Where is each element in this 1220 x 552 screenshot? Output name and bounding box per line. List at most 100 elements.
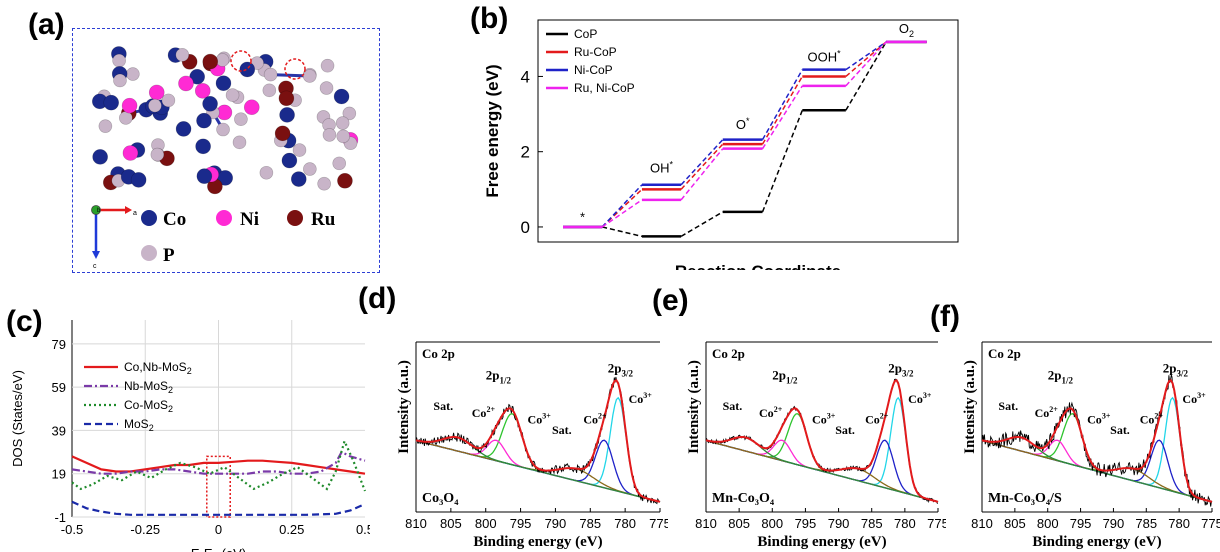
legend-label: MoS2 [124, 417, 154, 433]
panel-a-label: (a) [28, 8, 65, 41]
y-tick-label: 2 [521, 143, 530, 162]
atom [337, 172, 353, 189]
transition-line [761, 69, 803, 141]
dos-chart: -1 19 39 59 79 -0.5 -0.25 0 0.25 0.5 Co,Nb-MoS2 Nb-… [10, 320, 370, 552]
transition-line [680, 139, 724, 186]
atom [336, 129, 351, 144]
legend-co-label: Co [163, 209, 186, 230]
atom [335, 116, 350, 130]
atom [103, 94, 119, 111]
x-tick-label: 790 [1103, 516, 1125, 531]
atom [92, 149, 108, 165]
x-tick-label: 790 [828, 516, 850, 531]
x-tick-label: 810 [695, 516, 717, 531]
panel-c-label: (c) [6, 305, 43, 338]
atom [317, 176, 331, 191]
y-tick-label: 19 [52, 467, 66, 482]
atom [178, 75, 194, 92]
y-tick-label: -1 [54, 510, 66, 525]
legend-label: Co,Nb-MoS2 [124, 360, 192, 376]
element-label: Co 2p [422, 346, 455, 361]
transition-line [761, 85, 803, 150]
atom [161, 93, 176, 108]
x-tick-label: 795 [795, 516, 817, 531]
state-label: O2 [899, 21, 914, 39]
annotation-co2plus: Co2+ [865, 412, 889, 427]
y-axis-label: Intensity (a.u.) [962, 360, 978, 454]
legend-ru-label: Ru [311, 209, 336, 230]
x-tick-label: 800 [761, 516, 783, 531]
atom [333, 88, 350, 105]
annotation-co3plus: Co3+ [528, 412, 552, 427]
legend-ni-swatch [216, 210, 232, 226]
sample-label: Mn-Co₃O₄ [712, 491, 775, 506]
annotation-sat: Sat. [552, 423, 572, 437]
dos-curve [71, 450, 366, 475]
annotation-co2plus: Co2+ [583, 412, 607, 427]
plot-frame [537, 19, 959, 243]
x-tick-label: 780 [1168, 516, 1190, 531]
atom [278, 90, 295, 107]
atom [243, 99, 260, 116]
atom [216, 122, 230, 137]
y-tick-label: 79 [52, 337, 66, 352]
atom [303, 162, 317, 176]
x-tick-label: -0.25 [130, 522, 160, 537]
x-tick-label: 775 [649, 516, 668, 531]
atom [232, 135, 247, 150]
envelope-fit [705, 379, 939, 503]
sample-label: Co₃O₄ [422, 491, 459, 506]
x-axis-label: Binding energy (eV) [1032, 534, 1161, 550]
annotation-2p12: 2p1/2 [772, 367, 798, 385]
transition-line [601, 199, 643, 228]
atom [302, 69, 317, 83]
x-tick-label: 0.5 [356, 522, 370, 537]
annotation-sat: Sat. [835, 423, 855, 437]
x-axis-label: Binding energy (eV) [757, 534, 886, 550]
annotation-sat: Sat. [433, 399, 453, 413]
annotation-sat: Sat. [1110, 423, 1130, 437]
annotation-2p12: 2p1/2 [486, 367, 512, 385]
y-axis-label: DOS (States/eV) [10, 370, 25, 467]
legend-label: Ni-CoP [574, 63, 613, 77]
legend-ni-label: Ni [240, 209, 259, 230]
atom [189, 68, 205, 85]
atom [320, 58, 335, 73]
annotation-2p12: 2p1/2 [1048, 367, 1074, 385]
legend-label: Nb-MoS2 [124, 379, 173, 395]
x-tick-label: 795 [510, 516, 532, 531]
state-label: OH* [650, 159, 674, 175]
dos-curve [71, 438, 367, 492]
atom [122, 145, 139, 161]
x-tick-label: 790 [545, 516, 567, 531]
annotation-co3plus: Co3+ [629, 391, 653, 406]
atom [279, 107, 295, 123]
atom [194, 83, 211, 99]
x-tick-label: 805 [1004, 516, 1026, 531]
transition-line [601, 226, 643, 238]
xps-chart-mn-co3o4: 810 805 800 795 790 785 780 775 Binding energy (… [686, 341, 946, 550]
annotation-co3plus: Co3+ [908, 391, 932, 406]
x-tick-label: 780 [614, 516, 636, 531]
transition-line [601, 184, 643, 228]
annotation-2p32: 2p3/2 [1163, 361, 1189, 379]
y-tick-label: 39 [52, 423, 66, 438]
atom-legend: Co Ni Ru P [141, 209, 336, 266]
y-tick-label: 4 [521, 67, 530, 86]
atom [319, 81, 334, 95]
x-axis-label: E-EF (eV) [191, 546, 246, 552]
annotation-2p32: 2p3/2 [888, 361, 914, 379]
crystal-structure-image [91, 46, 359, 195]
x-tick-label: 785 [861, 516, 883, 531]
transition-line [845, 41, 887, 71]
x-tick-label: 805 [440, 516, 462, 531]
legend-label: CoP [574, 27, 597, 41]
x-tick-label: 810 [405, 516, 427, 531]
x-tick-label: -0.5 [61, 522, 83, 537]
xps-chart-mn-co3o4-s: 810 805 800 795 790 785 780 775 Binding energy (… [962, 341, 1220, 550]
element-label: Co 2p [988, 346, 1021, 361]
transition-line [680, 148, 724, 201]
atom [202, 53, 219, 70]
envelope-fit [981, 379, 1213, 503]
xps-chart-co3o4: 810 805 800 795 790 785 780 775 Binding energy (… [396, 341, 668, 550]
